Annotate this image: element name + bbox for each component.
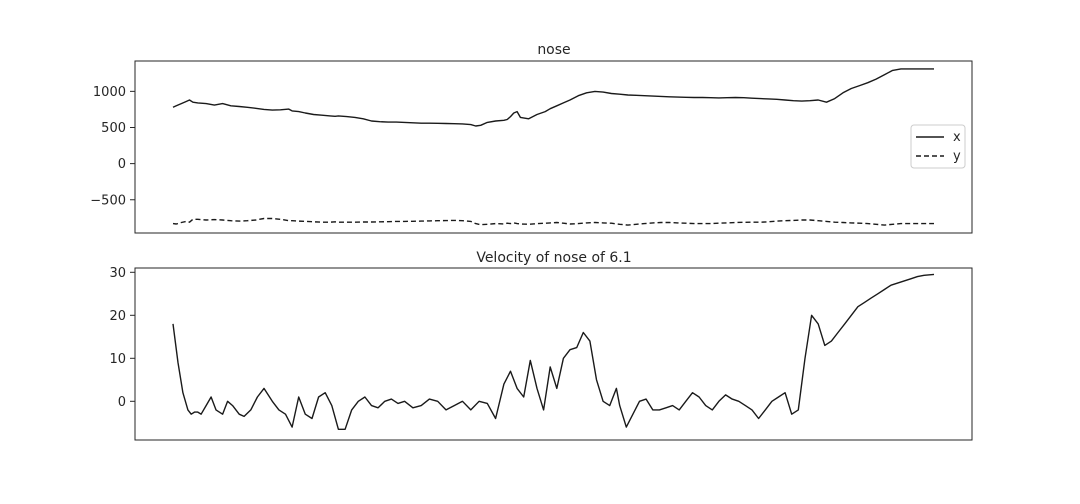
legend: x y	[910, 124, 966, 169]
y-tick-label: −500	[90, 193, 126, 208]
y-tick-label: 30	[109, 266, 126, 281]
subplot-bottom: Velocity of nose of 6.1 30 20 10 0	[109, 250, 973, 441]
top-chart-title: nose	[537, 42, 570, 58]
y-tick-label: 20	[109, 309, 126, 324]
bottom-chart-marks	[172, 273, 935, 430]
bottom-y-axis: 30 20 10 0	[109, 266, 135, 410]
top-y-axis: 1000 500 0 −500	[90, 85, 135, 208]
y-tick-label: 0	[118, 157, 126, 172]
bottom-chart-title: Velocity of nose of 6.1	[476, 250, 631, 266]
legend-label-y: y	[953, 149, 961, 164]
y-tick-label: 10	[109, 352, 126, 367]
subplot-top: nose 1000 500 0 −500 x y	[90, 42, 973, 234]
legend-label-x: x	[953, 130, 961, 145]
legend-frame	[910, 124, 966, 169]
top-chart-frame	[134, 60, 973, 234]
series-line-x	[172, 68, 934, 127]
y-tick-label: 0	[118, 395, 126, 410]
top-chart-marks	[172, 68, 934, 226]
bottom-chart-frame	[134, 267, 973, 441]
series-line-y	[172, 217, 934, 226]
y-tick-label: 1000	[93, 85, 126, 100]
series-line-velocity	[172, 273, 935, 430]
y-tick-label: 500	[101, 121, 126, 136]
